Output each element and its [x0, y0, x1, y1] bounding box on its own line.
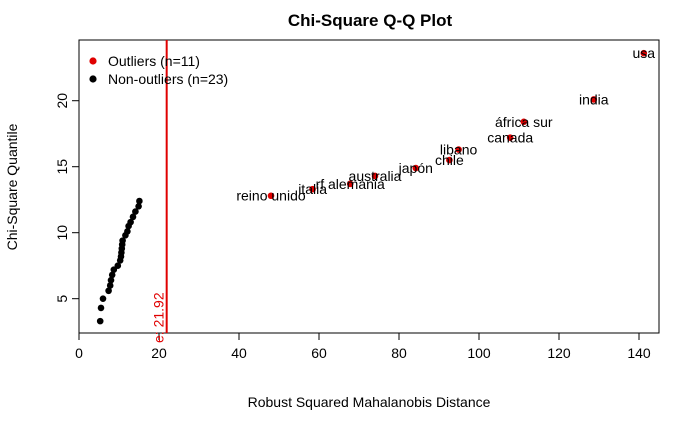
- non-outlier-point: [108, 271, 116, 279]
- y-axis: 5 10 15 20: [54, 93, 80, 303]
- outlier-point: [506, 134, 514, 141]
- x-axis-label: Robust Squared Mahalanobis Distance: [248, 394, 491, 410]
- non-outlier-point: [96, 317, 104, 325]
- non-outlier-point: [114, 262, 122, 269]
- non-outlier-point: [129, 213, 137, 221]
- y-tick-label: 20: [54, 93, 70, 109]
- outlier-point-label: japón: [398, 160, 433, 176]
- chart-title: Chi-Square Q-Q Plot: [288, 11, 453, 30]
- non-outlier-point: [136, 197, 143, 205]
- cutoff-group: e: 21.92: [151, 40, 168, 343]
- outlier-point: [412, 164, 420, 172]
- x-tick-label: 80: [391, 345, 407, 361]
- y-tick-label: 5: [54, 295, 70, 303]
- outlier-point-label: india: [579, 91, 609, 107]
- outlier-point: [267, 192, 275, 200]
- x-tick-label: 100: [467, 345, 491, 361]
- outlier-point-label: libano: [440, 142, 478, 158]
- outlier-point-label: australia: [349, 168, 402, 184]
- outlier-point-label: chile: [435, 152, 464, 168]
- non-outlier-point: [106, 282, 114, 289]
- non-outlier-point: [99, 295, 107, 302]
- outlier-point-label: áfrica sur: [495, 114, 553, 130]
- y-tick-label: 10: [54, 225, 70, 241]
- outlier-point: [590, 96, 598, 103]
- outlier-point: [371, 172, 379, 180]
- non-outlier-point: [135, 202, 142, 210]
- x-tick-label: 40: [231, 345, 247, 361]
- outlier-point: [309, 185, 316, 193]
- y-axis-label: Chi-Square Quantile: [4, 123, 20, 250]
- outlier-point-label: usa: [633, 45, 656, 61]
- outlier-point-label: italia: [298, 181, 327, 197]
- non-outlier-point: [127, 218, 134, 226]
- outlier-point: [520, 118, 528, 126]
- cutoff-label: e: 21.92: [151, 292, 167, 343]
- x-tick-label: 20: [151, 345, 167, 361]
- non-outlier-point: [124, 228, 131, 235]
- x-tick-label: 60: [311, 345, 327, 361]
- x-axis: 0 20 40 60 80 100 120 140: [75, 332, 651, 361]
- non-outlier-point: [107, 276, 115, 284]
- outlier-point: [640, 49, 648, 57]
- legend: Outliers (n=11) Non-outliers (n=23): [89, 53, 228, 87]
- outlier-point: [446, 156, 453, 164]
- non-outlier-point: [132, 208, 139, 215]
- legend-label-outliers: Outliers (n=11): [108, 53, 200, 69]
- outlier-point-label: rf alemania: [316, 176, 385, 192]
- outlier-point-label: canada: [487, 130, 533, 146]
- outlier-point: [455, 146, 462, 153]
- legend-label-non-outliers: Non-outliers (n=23): [108, 71, 228, 87]
- non-outlier-point: [119, 237, 126, 244]
- non-outlier-point: [105, 287, 112, 295]
- non-outlier-point: [97, 304, 105, 312]
- y-tick-label: 15: [54, 159, 70, 175]
- outlier-point-label: reino unido: [236, 188, 305, 204]
- points-layer: [96, 49, 648, 325]
- outlier-point: [346, 180, 354, 188]
- x-tick-label: 0: [75, 345, 83, 361]
- legend-marker-outliers: [89, 57, 97, 65]
- x-tick-label: 120: [547, 345, 571, 361]
- x-tick-label: 140: [627, 345, 651, 361]
- legend-marker-non-outliers: [89, 75, 97, 83]
